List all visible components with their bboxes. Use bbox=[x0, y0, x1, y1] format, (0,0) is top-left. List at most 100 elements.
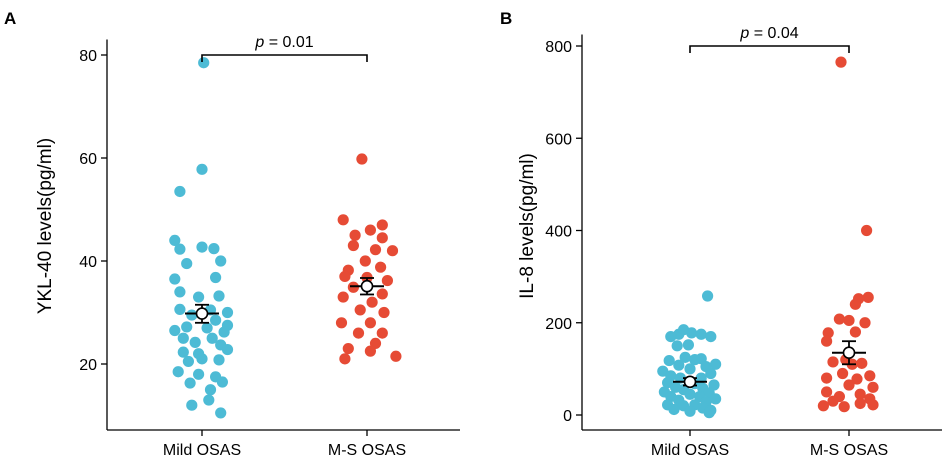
panel-b-data-point bbox=[838, 401, 850, 413]
panel-b-data-point bbox=[671, 340, 683, 352]
panel-a-data-point bbox=[337, 214, 349, 226]
panel-b-data-point bbox=[822, 327, 834, 339]
panel-a-data-point bbox=[213, 354, 225, 366]
panel-b-data-point bbox=[684, 405, 696, 417]
panel-b-data-point bbox=[849, 326, 862, 338]
panel-b-data-point bbox=[710, 358, 722, 370]
panel-b-data-point bbox=[673, 359, 685, 371]
panel-b-data-point bbox=[843, 379, 855, 391]
panel-a-y-tick-label: 20 bbox=[79, 357, 97, 374]
panel-b-data-point bbox=[827, 395, 839, 407]
panel-a-y-axis-label: YKL-40 levels(pg/ml) bbox=[35, 138, 56, 314]
panel-b-y-tick-label: 400 bbox=[545, 224, 572, 241]
panel-a-data-point bbox=[221, 343, 234, 356]
panel-a-data-point bbox=[172, 366, 184, 378]
panel-b-data-points bbox=[657, 56, 879, 419]
panel-a-p-letter: p bbox=[254, 34, 264, 51]
panel-a-data-point bbox=[208, 243, 220, 255]
panel-b-data-point bbox=[663, 354, 675, 367]
panel-b-data-point bbox=[686, 327, 698, 339]
panel-a-bracket-line bbox=[201, 54, 368, 62]
panel-b-data-point bbox=[843, 314, 855, 327]
panel-a-data-point bbox=[364, 345, 376, 357]
panel-a-data-point bbox=[378, 306, 390, 319]
panel-a-data-point bbox=[174, 303, 186, 316]
panel-b-data-point bbox=[827, 356, 839, 368]
panel-b-data-point bbox=[702, 290, 714, 302]
panel-a-data-point bbox=[193, 368, 205, 380]
panel-b-bracket-line bbox=[689, 45, 850, 53]
panel-b-data-point bbox=[821, 335, 833, 347]
panel-a-data-point bbox=[189, 336, 201, 348]
panel-a-data-point bbox=[181, 321, 193, 333]
panel-a-data-point bbox=[204, 384, 217, 396]
panel-a-data-point bbox=[221, 306, 234, 319]
panel-b-data-point bbox=[859, 317, 871, 329]
panel-a-data-point bbox=[347, 239, 359, 252]
panel-a-data-point bbox=[216, 376, 228, 388]
panel-a-mean-marker bbox=[195, 307, 209, 320]
panel-b-data-point bbox=[856, 357, 868, 369]
panel-b-data-point bbox=[821, 372, 833, 384]
panel-a-significance-bracket: p = 0.01 bbox=[201, 34, 368, 62]
panel-a-data-point bbox=[356, 153, 368, 165]
panel-a-data-point bbox=[335, 317, 348, 329]
panel-a-data-point bbox=[364, 317, 376, 329]
panel-a-data-point bbox=[177, 332, 189, 344]
panel-b-data-point bbox=[821, 386, 833, 398]
panel-b-data-point bbox=[849, 298, 862, 310]
panel-b-data-point bbox=[684, 388, 696, 400]
panel-b-x-tick-label-mild: Mild OSAS bbox=[651, 442, 729, 457]
panel-a-axes: 20 40 60 80 bbox=[79, 39, 460, 436]
panel-a-data-point bbox=[375, 261, 387, 273]
panel-a-y-tick-label: 80 bbox=[79, 48, 97, 65]
panel-b-data-point bbox=[705, 330, 717, 343]
panel-b-data-point bbox=[854, 397, 866, 410]
panel-a-mean-marker bbox=[360, 279, 374, 293]
panel-b-data-point bbox=[689, 354, 701, 366]
panel-a-data-point bbox=[339, 353, 351, 365]
panel-a-data-point bbox=[181, 257, 193, 270]
panel-a-data-point bbox=[182, 355, 194, 368]
panel-a-data-point bbox=[366, 296, 378, 308]
panel-b-p-rest: = 0.04 bbox=[749, 25, 798, 42]
panel-b-y-tick-label: 800 bbox=[545, 39, 572, 56]
panel-b-significance-bracket: p = 0.04 bbox=[689, 25, 850, 53]
panel-a-data-point bbox=[218, 326, 230, 338]
panel-a-data-point bbox=[337, 291, 349, 303]
panel-a-y-tick-label: 60 bbox=[79, 151, 97, 168]
panel-a-data-point bbox=[210, 314, 222, 326]
panel-a-data-point bbox=[177, 346, 189, 358]
panel-b-axes: 0 200 400 600 800 bbox=[545, 34, 942, 436]
panel-a-data-point bbox=[213, 290, 225, 302]
panel-a-data-point bbox=[184, 377, 196, 389]
panel-b-data-point bbox=[668, 403, 680, 416]
panel-b-x-tick-label-ms: M-S OSAS bbox=[810, 442, 888, 457]
panel-b-data-point bbox=[703, 407, 715, 419]
panel-a-mean-sem bbox=[185, 277, 384, 324]
panel-a-data-point bbox=[352, 327, 365, 339]
panel-b-mean-marker bbox=[842, 346, 856, 360]
panel-a-data-point bbox=[376, 327, 388, 339]
panel-b-label: B bbox=[500, 9, 512, 28]
panel-a-data-point bbox=[342, 342, 354, 355]
panel-a-data-point bbox=[174, 185, 186, 198]
panel-b-y-axis-label: IL-8 levels(pg/ml) bbox=[517, 153, 538, 299]
panel-a-data-point bbox=[210, 271, 222, 284]
panel-a-data-point bbox=[169, 324, 181, 337]
panel-a-data-point bbox=[359, 255, 371, 267]
panel-b-data-point bbox=[835, 56, 847, 68]
panel-a-data-point bbox=[339, 270, 351, 283]
panel-b-data-point bbox=[851, 373, 863, 385]
panel-b-mean-marker bbox=[683, 375, 697, 389]
panel-b-data-point bbox=[833, 313, 846, 325]
panel-a-data-point bbox=[376, 288, 388, 300]
panel-a-data-point bbox=[376, 232, 388, 244]
panel-a-data-point bbox=[196, 241, 208, 253]
panel-a-data-point bbox=[381, 274, 393, 287]
panel-a-data-points bbox=[169, 57, 402, 419]
panel-b-mean-sem bbox=[673, 340, 866, 389]
panel-a-y-tick-label: 40 bbox=[79, 254, 97, 271]
panel-a-data-point bbox=[354, 304, 366, 316]
panel-a-data-point bbox=[186, 309, 198, 321]
